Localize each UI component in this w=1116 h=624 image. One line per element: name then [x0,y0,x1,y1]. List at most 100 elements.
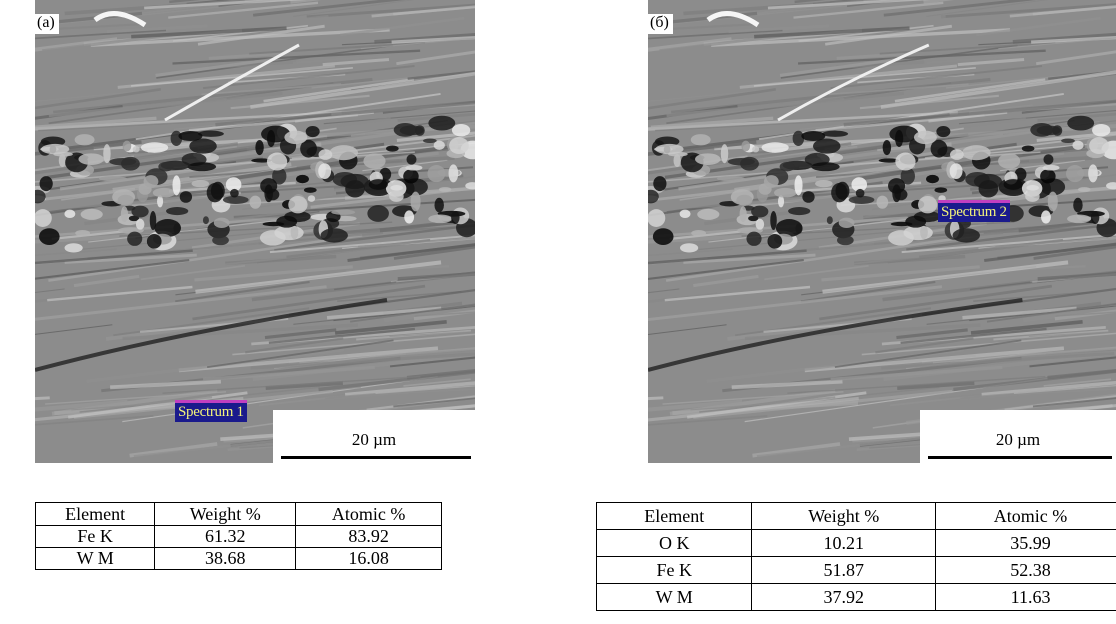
texture [918,196,937,213]
texture [883,140,891,155]
texture [802,191,814,203]
texture [746,232,761,246]
texture [680,243,698,252]
texture [308,195,315,202]
texture [801,131,825,141]
texture [1078,187,1090,192]
texture [449,164,459,182]
texture [774,188,796,198]
texture [369,179,388,190]
texture [329,145,358,160]
texture [837,235,854,245]
texture [127,232,142,246]
texture [822,131,848,137]
texture [813,139,841,154]
texture [1088,164,1098,182]
texture [158,162,173,172]
texture [451,211,460,224]
micrograph [648,0,1116,463]
texture [764,175,779,188]
table-cell: 37.92 [752,584,936,611]
texture [888,178,905,193]
texture [1004,179,1023,190]
texture [756,219,765,230]
table-row: ElementWeight %Atomic % [36,503,442,526]
texture [188,162,217,171]
texture [1022,145,1035,151]
texture [331,210,355,215]
texture [836,182,850,200]
texture [41,144,69,154]
texture [407,154,417,164]
texture [304,187,317,193]
scale-text: 20 µm [920,430,1116,450]
texture [203,216,209,224]
texture [306,126,320,137]
texture [133,146,140,152]
texture [998,153,1020,168]
texture [1040,169,1056,183]
texture [260,178,277,193]
texture [895,153,915,171]
texture [839,218,855,228]
table-cell: Fe K [36,526,155,548]
texture [423,138,437,143]
texture [767,234,782,249]
texture [736,195,752,206]
table-cell: O K [597,530,752,557]
table-cell: 16.08 [296,548,442,570]
texture [274,225,303,240]
texture [172,175,180,195]
panel-label: (б) [648,14,673,34]
texture [147,234,162,249]
texture [367,205,389,222]
texture [153,188,175,198]
texture [64,210,75,218]
texture [434,198,443,213]
texture [721,144,728,163]
texture [99,176,127,181]
texture [648,209,665,227]
texture [103,144,110,163]
texture [1041,210,1051,223]
panel-label: (a) [35,14,59,34]
texture [697,209,719,220]
texture [123,141,132,152]
texture [230,189,239,198]
texture [780,162,795,172]
texture [1089,137,1109,154]
texture [212,235,229,245]
texture [1043,154,1053,164]
texture [1048,192,1058,212]
texture [296,175,309,183]
texture [751,206,768,218]
texture [75,134,95,145]
texture [78,153,104,165]
texture [81,209,103,220]
micrograph [35,0,475,463]
texture [653,176,666,191]
texture [1030,123,1053,137]
texture [740,206,747,222]
texture [109,158,136,165]
header-cell: Weight % [752,503,936,530]
texture [449,137,469,154]
texture [1025,191,1040,202]
texture [118,195,134,206]
header-cell: Atomic % [296,503,442,526]
texture [389,191,404,202]
texture [211,182,225,200]
texture [394,123,417,137]
texture [214,218,230,228]
texture [250,196,262,209]
texture [979,180,999,197]
texture [267,130,275,147]
texture [953,228,980,242]
composition-table: ElementWeight %Atomic %O K10.2135.99Fe K… [596,502,1116,611]
texture [319,149,333,160]
texture [1042,165,1059,171]
texture [136,219,145,230]
texture [1061,138,1075,143]
texture [255,140,263,155]
